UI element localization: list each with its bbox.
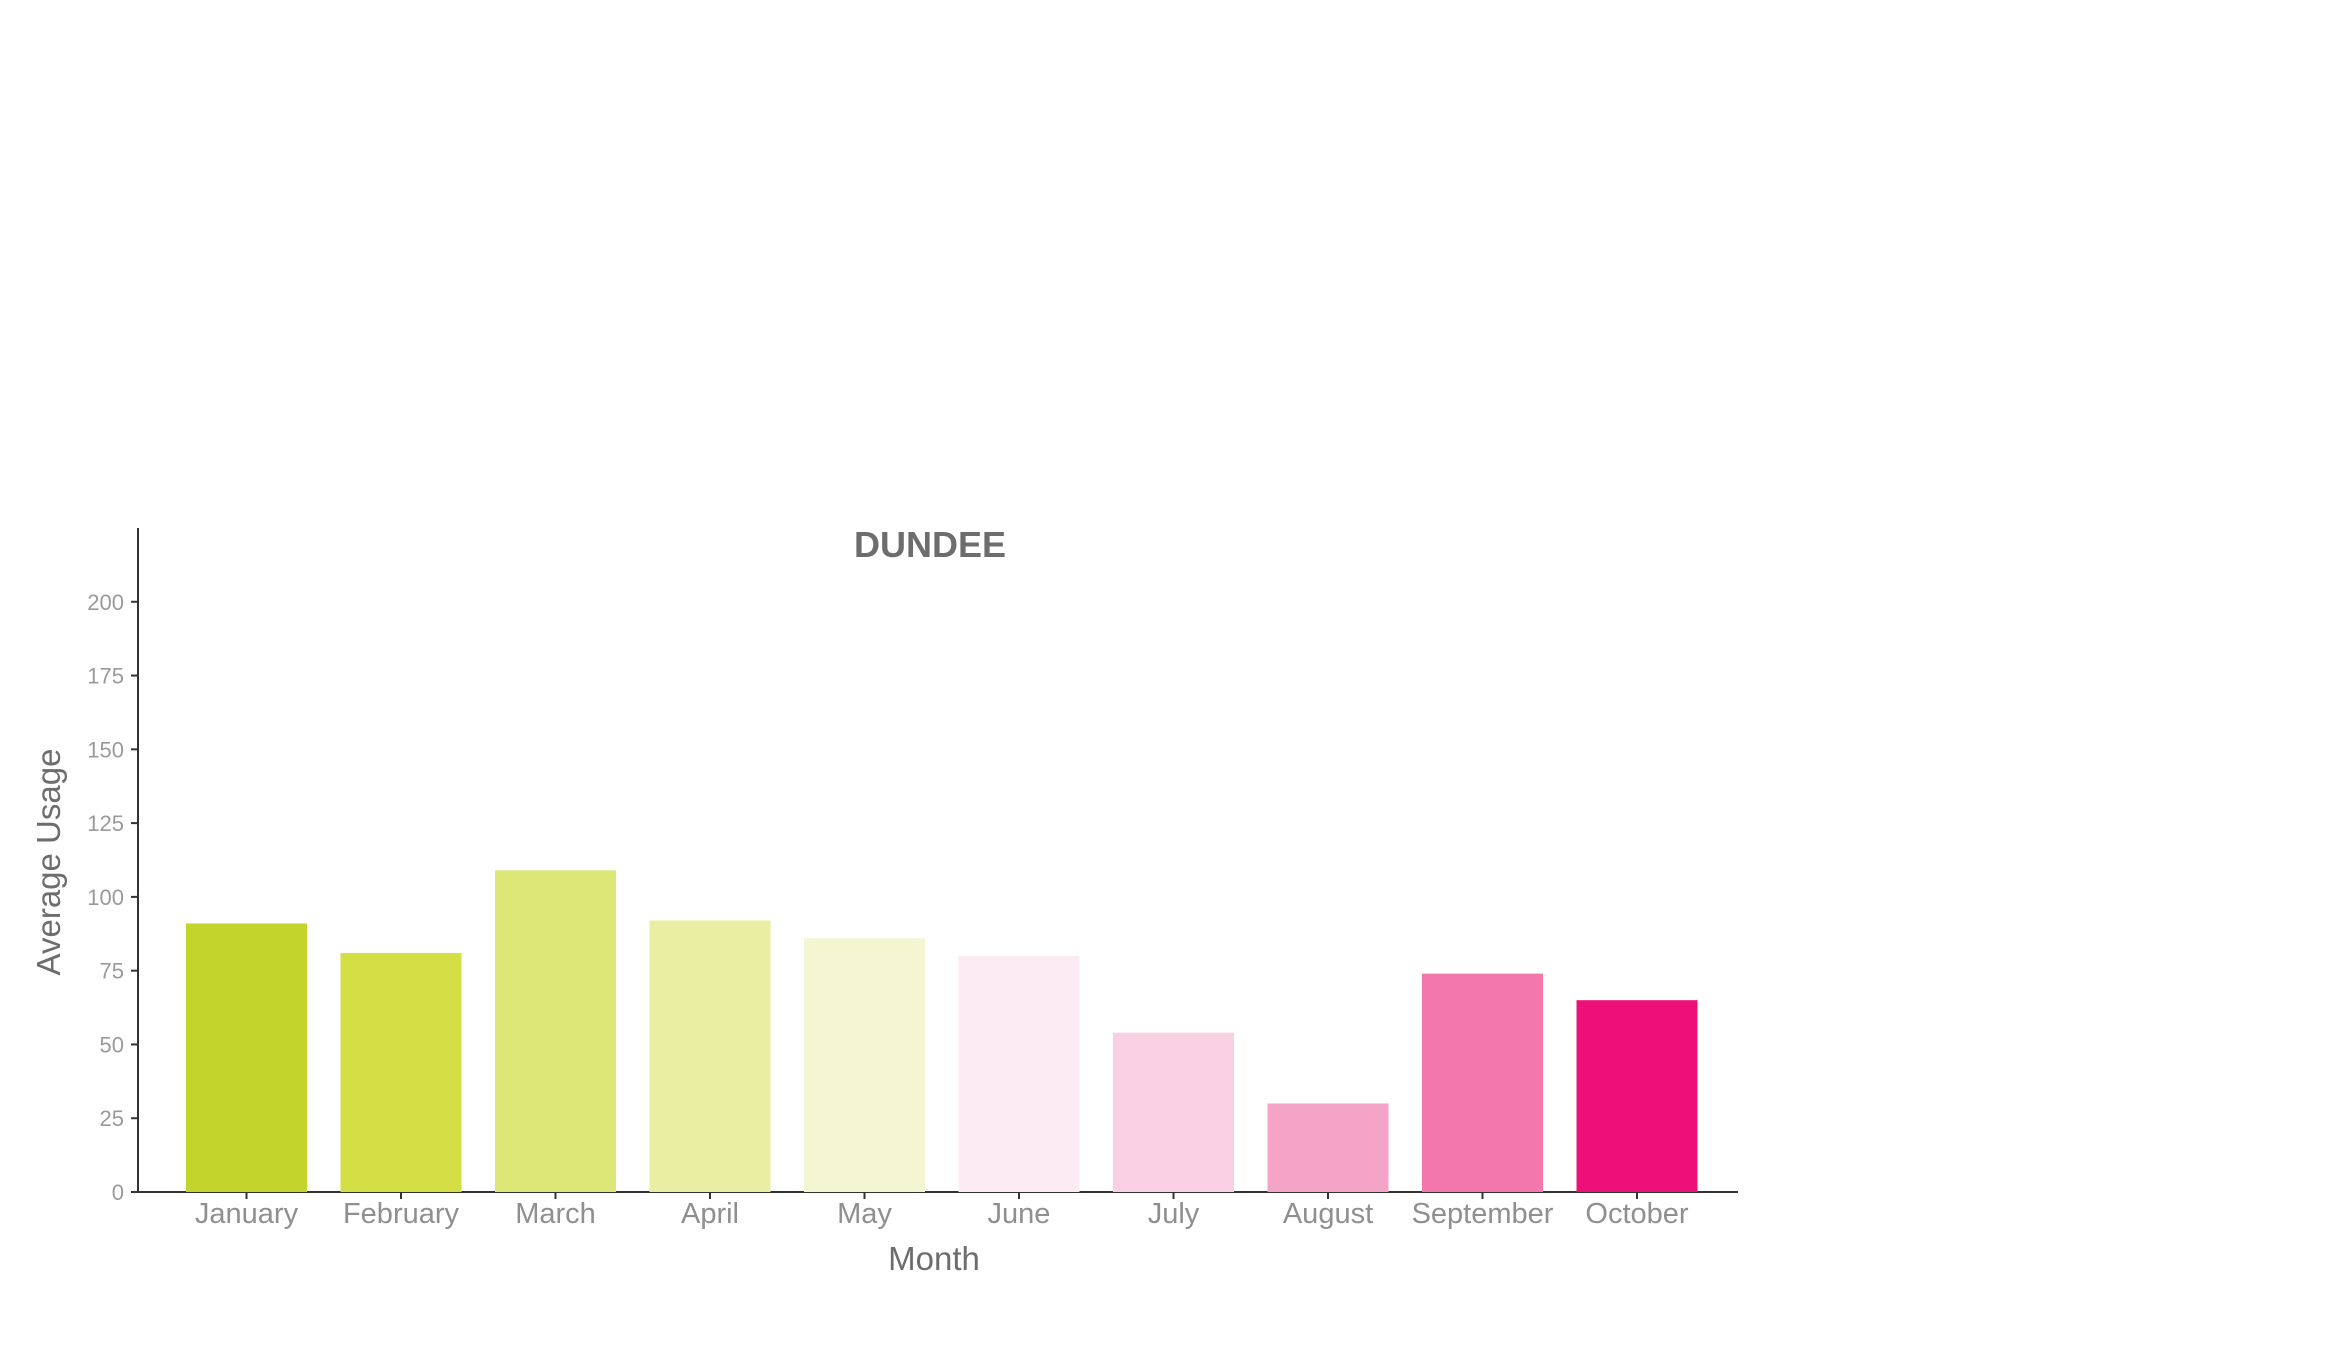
chart-title: DUNDEE [854, 524, 1006, 565]
x-tick-label: March [515, 1198, 596, 1230]
bar-january[interactable] [186, 923, 307, 1192]
y-tick-label: 0 [112, 1180, 124, 1205]
x-tick-label: October [1585, 1198, 1688, 1230]
bar-april[interactable] [649, 920, 771, 1192]
x-tick-label: April [681, 1198, 739, 1230]
y-axis: 0 25 50 75 100 125 150 175 200 [87, 528, 139, 1205]
bar-march[interactable] [495, 870, 616, 1192]
bar-june[interactable] [958, 955, 1080, 1192]
x-tick-label: September [1412, 1198, 1554, 1230]
bar-september[interactable] [1422, 973, 1543, 1192]
x-axis-title: Month [888, 1240, 980, 1277]
y-tick-label: 75 [100, 959, 124, 984]
x-tick-label: August [1283, 1198, 1373, 1230]
y-tick-label: 50 [100, 1032, 124, 1057]
y-axis-title: Average Usage [30, 749, 67, 976]
x-tick-label: January [195, 1198, 299, 1230]
bar-august[interactable] [1267, 1103, 1389, 1192]
bar-february[interactable] [340, 952, 462, 1192]
y-tick-label: 100 [87, 885, 124, 910]
bar-july[interactable] [1113, 1032, 1234, 1192]
bar-may[interactable] [804, 938, 925, 1192]
bars [186, 870, 1698, 1192]
y-tick-label: 25 [100, 1106, 124, 1131]
y-tick-label: 125 [87, 811, 124, 836]
x-tick-label: February [343, 1198, 460, 1230]
bar-october[interactable] [1576, 1000, 1698, 1192]
y-tick-label: 175 [87, 664, 124, 689]
y-tick-label: 150 [87, 737, 124, 762]
x-tick-label: June [988, 1198, 1051, 1230]
y-tick-label: 200 [87, 590, 124, 615]
x-tick-label: May [837, 1198, 892, 1230]
x-tick-label: July [1148, 1198, 1200, 1230]
x-axis: January February March April May June July Augu… [131, 1191, 1738, 1230]
